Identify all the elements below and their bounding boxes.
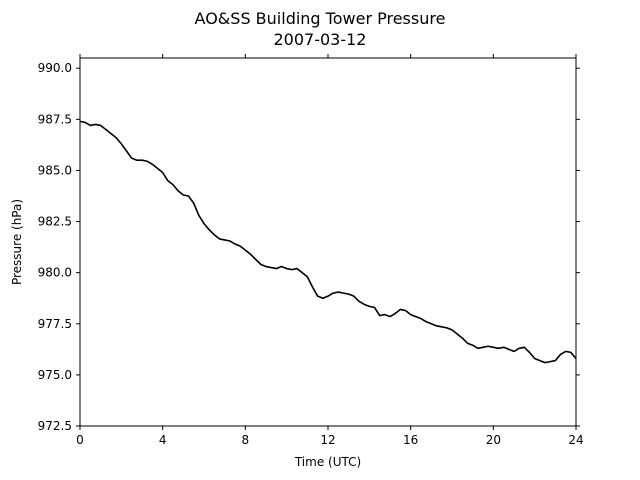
y-tick-label: 975.0 — [38, 368, 72, 382]
x-tick-label: 8 — [242, 433, 250, 447]
x-tick-label: 24 — [568, 433, 583, 447]
x-tick-label: 20 — [486, 433, 501, 447]
y-tick-label: 987.5 — [38, 112, 72, 126]
series-line — [79, 120, 577, 364]
x-axis: 0 4 8 12 16 20 24 — [76, 54, 584, 447]
x-tick-label: 12 — [320, 433, 335, 447]
plot-frame — [79, 57, 577, 427]
y-tick-label: 982.5 — [38, 215, 72, 229]
y-axis: 972.5 975.0 977.5 980.0 982.5 985.0 987.5 990.0 — [38, 61, 580, 433]
chart-subtitle: 2007-03-12 — [274, 30, 367, 49]
x-axis-label: Time (UTC) — [294, 455, 361, 469]
y-axis-label: Pressure (hPa) — [10, 199, 24, 285]
y-tick-label: 985.0 — [38, 163, 72, 177]
y-tick-label: 990.0 — [38, 61, 72, 75]
y-tick-label: 977.5 — [38, 317, 72, 331]
x-tick-label: 16 — [403, 433, 418, 447]
chart-title: AO&SS Building Tower Pressure — [195, 9, 446, 28]
y-tick-label: 980.0 — [38, 266, 72, 280]
x-tick-label: 4 — [159, 433, 167, 447]
y-tick-label: 972.5 — [38, 419, 72, 433]
x-tick-label: 0 — [76, 433, 84, 447]
